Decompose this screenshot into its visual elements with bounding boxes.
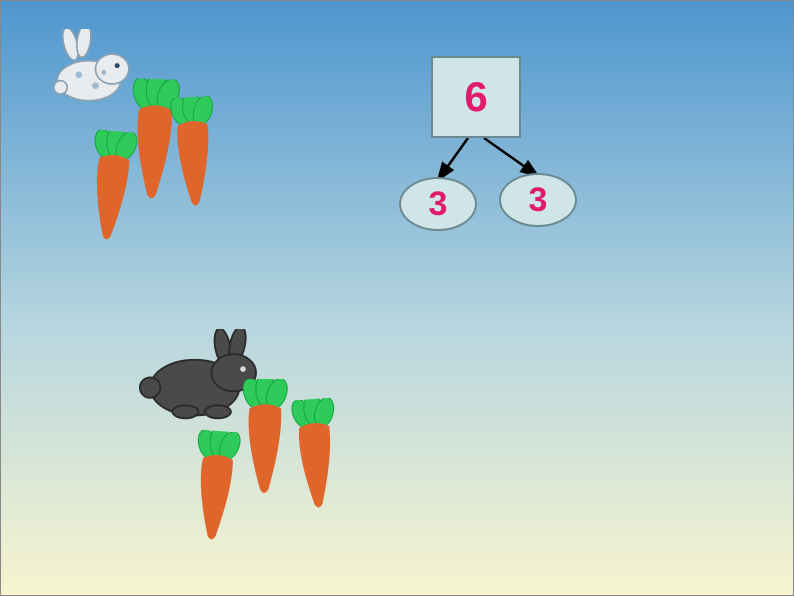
number-bond-part-1: 3 (399, 177, 477, 231)
number-bond-part-2: 3 (499, 173, 577, 227)
carrot (187, 429, 245, 542)
carrot (287, 397, 345, 510)
slide-canvas: 6 33 (0, 0, 794, 596)
white-rabbit (53, 29, 138, 104)
number-bond-whole: 6 (431, 56, 521, 138)
carrot (239, 379, 292, 495)
carrot (166, 96, 222, 208)
